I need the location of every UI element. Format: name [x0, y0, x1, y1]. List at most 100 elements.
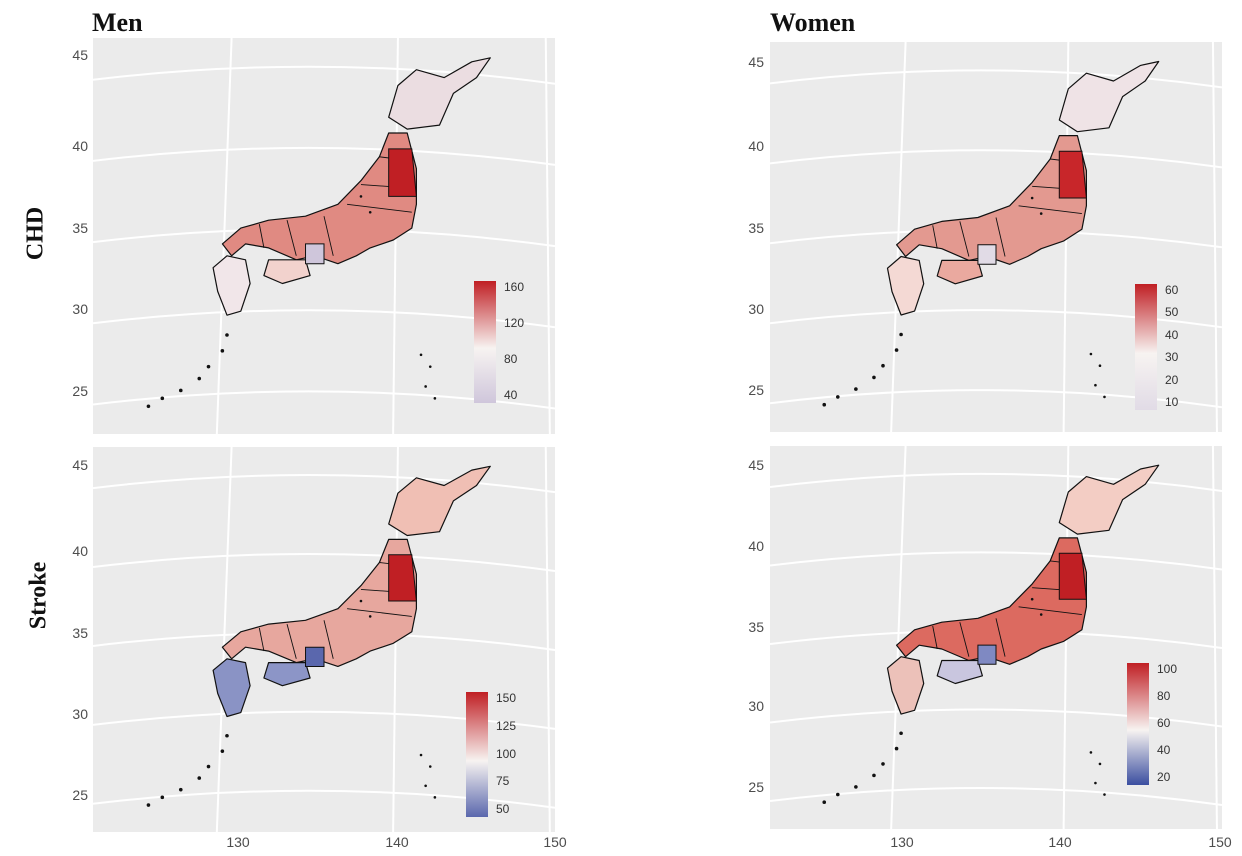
island-dot — [146, 803, 151, 807]
region-honshu — [895, 134, 1087, 265]
colorbar-tick-label: 40 — [1165, 327, 1179, 342]
island-dot — [881, 363, 885, 368]
latitude-tick-label: 25 — [72, 787, 88, 803]
island-dot — [1103, 395, 1106, 399]
island-dot — [220, 349, 225, 353]
island-dot — [424, 385, 427, 388]
region-honshu — [221, 132, 417, 265]
colorbar-tick-label: 75 — [496, 774, 510, 789]
prefecture-border — [286, 220, 297, 256]
island-dot — [1103, 793, 1106, 796]
map-svg-women-chd — [770, 42, 1222, 432]
island-dot — [428, 765, 432, 768]
prefecture-border — [995, 618, 1006, 657]
latitude-tick-label: 45 — [748, 54, 764, 70]
column-title-men: Men — [92, 8, 143, 37]
region-kyushu — [212, 658, 251, 718]
latitude-gridline — [770, 69, 1222, 89]
region-hokkaido — [1058, 464, 1160, 535]
latitude-tick-label: 35 — [748, 220, 764, 236]
region-shikoku — [936, 259, 983, 285]
island-dot — [822, 402, 827, 407]
colorbar-tick-label: 160 — [504, 280, 525, 294]
colorbar — [1135, 284, 1157, 410]
latitude-gridline — [770, 309, 1222, 329]
colorbar — [466, 692, 488, 817]
latitude-gridline — [770, 149, 1222, 169]
island-dot — [899, 731, 903, 736]
island-dot — [1030, 597, 1034, 601]
region-kyushu — [886, 656, 925, 715]
colorbar-tick-label: 80 — [504, 352, 518, 366]
colorbar-tick-label: 10 — [1165, 395, 1179, 409]
latitude-tick-label: 25 — [748, 382, 764, 398]
region-kyushu — [212, 255, 251, 316]
island-dot — [1094, 781, 1097, 785]
colorbar-tick-label: 80 — [1157, 689, 1171, 703]
longitude-tick-label: 150 — [543, 834, 567, 850]
colorbar-tick-label: 60 — [1165, 283, 1179, 297]
prefecture-border — [258, 224, 265, 248]
colorbar-tick-label: 100 — [1157, 662, 1178, 676]
colorbar — [1127, 663, 1149, 785]
prefecture-highlight — [977, 244, 997, 265]
longitude-tick-label: 140 — [1048, 834, 1072, 850]
longitude-gridline — [544, 447, 551, 832]
island-dot — [1039, 212, 1043, 215]
longitude-gridline — [215, 447, 233, 832]
island-dot — [854, 785, 858, 789]
region-shikoku — [263, 662, 311, 687]
colorbar-tick-label: 40 — [504, 388, 518, 402]
latitude-gridline — [770, 551, 1222, 571]
latitude-gridline — [770, 389, 1222, 409]
longitude-tick-label: 140 — [385, 834, 409, 850]
colorbar-tick-label: 30 — [1165, 350, 1179, 365]
longitude-gridline — [1211, 446, 1218, 829]
island-dot — [894, 746, 899, 751]
longitude-gridline — [890, 446, 907, 829]
island-dot — [1089, 751, 1093, 754]
island-dot — [1094, 383, 1097, 387]
latitude-gridline — [770, 708, 1222, 728]
island-dot — [433, 397, 437, 400]
prefecture-border — [959, 221, 970, 257]
island-dot — [899, 332, 903, 337]
region-hokkaido — [388, 57, 491, 130]
latitude-tick-label: 30 — [748, 301, 764, 317]
latitude-tick-label: 35 — [748, 619, 764, 635]
island-dot — [836, 792, 840, 797]
region-honshu — [895, 537, 1087, 665]
prefecture-highlight — [305, 243, 325, 265]
region-hokkaido — [1058, 60, 1160, 133]
prefecture-border — [995, 217, 1006, 257]
prefecture-highlight — [1058, 150, 1087, 199]
prefecture-border — [347, 608, 412, 617]
longitude-gridline — [544, 38, 551, 434]
island-dot — [854, 387, 858, 391]
prefecture-border — [1018, 205, 1082, 215]
island-dot — [1030, 196, 1034, 200]
island-dot — [836, 395, 840, 399]
latitude-gridline — [770, 472, 1222, 492]
island-dot — [822, 800, 827, 804]
colorbar-tick-label: 20 — [1165, 372, 1179, 387]
region-kyushu — [886, 255, 925, 316]
island-dot — [872, 773, 876, 778]
row-title-chd: CHD — [22, 206, 49, 261]
island-dot — [206, 764, 211, 769]
colorbar-tick-label: 60 — [1157, 716, 1171, 730]
island-dot — [428, 365, 432, 368]
latitude-tick-label: 40 — [748, 538, 764, 554]
prefecture-border — [1018, 606, 1082, 615]
island-dot — [1039, 613, 1043, 616]
island-dot — [1098, 364, 1102, 368]
island-dot — [368, 615, 372, 618]
legend-women-chd: 60 50 40 30 20 10 — [1135, 283, 1195, 410]
island-dot — [178, 388, 183, 393]
colorbar-tick-label: 50 — [496, 802, 510, 816]
prefecture-highlight — [1058, 552, 1087, 600]
latitude-tick-label: 45 — [748, 457, 764, 473]
island-dot — [359, 195, 363, 198]
latitude-tick-label: 30 — [748, 698, 764, 714]
island-dot — [419, 353, 423, 357]
